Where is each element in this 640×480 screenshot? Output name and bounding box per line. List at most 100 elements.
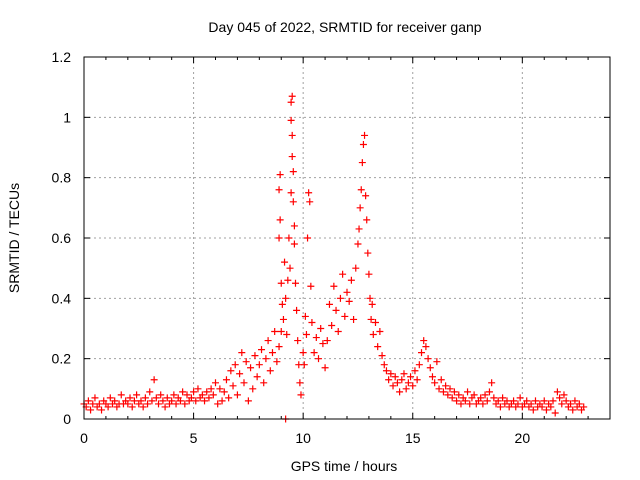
data-point — [494, 397, 502, 405]
data-point — [275, 234, 283, 242]
data-point — [325, 300, 333, 308]
data-point — [275, 186, 283, 194]
data-point — [420, 337, 428, 345]
data-point — [516, 394, 524, 402]
data-point — [278, 300, 286, 308]
data-point — [283, 331, 291, 339]
data-point — [339, 270, 347, 278]
data-point — [444, 391, 452, 399]
data-point — [231, 361, 239, 369]
data-point — [393, 379, 401, 387]
data-point — [150, 376, 158, 384]
data-point — [144, 400, 152, 408]
data-point — [255, 361, 263, 369]
data-point — [203, 388, 211, 396]
data-point — [194, 385, 202, 393]
data-point — [366, 294, 374, 302]
x-tick-label: 15 — [405, 430, 421, 446]
data-point — [205, 394, 213, 402]
data-point — [341, 312, 349, 320]
data-point — [490, 394, 498, 402]
y-axis-label: SRMTID / TECUs — [6, 183, 22, 293]
data-point — [296, 379, 304, 387]
y-tick-label: 0.4 — [52, 290, 72, 306]
data-point — [161, 403, 169, 411]
data-point — [453, 397, 461, 405]
data-point — [176, 397, 184, 405]
data-point — [428, 373, 436, 381]
data-point — [308, 318, 316, 326]
data-point — [276, 171, 284, 179]
data-point — [553, 388, 561, 396]
data-point — [305, 189, 313, 197]
data-point — [290, 222, 298, 230]
data-point — [464, 388, 472, 396]
data-point — [106, 394, 114, 402]
data-point — [422, 343, 430, 351]
data-point — [251, 352, 259, 360]
data-point — [343, 288, 351, 296]
data-point — [411, 367, 419, 375]
data-point — [146, 388, 154, 396]
data-point — [409, 382, 417, 390]
data-point — [249, 385, 257, 393]
data-point — [328, 321, 336, 329]
data-point — [212, 379, 219, 387]
data-point — [499, 394, 507, 402]
data-point — [418, 349, 426, 357]
data-point — [207, 385, 215, 393]
data-point — [446, 385, 454, 393]
data-point — [307, 282, 315, 290]
data-point — [183, 391, 191, 399]
data-point — [359, 140, 367, 148]
data-point — [157, 391, 165, 399]
data-points — [80, 92, 588, 423]
x-axis-label: GPS time / hours — [291, 458, 398, 474]
data-point — [376, 328, 384, 336]
data-point — [170, 391, 178, 399]
data-point — [214, 400, 222, 408]
data-point — [137, 397, 145, 405]
data-point — [290, 240, 298, 248]
data-point — [126, 394, 134, 402]
data-point — [355, 225, 363, 233]
data-point — [527, 400, 535, 408]
data-point — [413, 376, 421, 384]
data-point — [89, 400, 97, 408]
data-point — [253, 373, 261, 381]
data-point — [479, 400, 487, 408]
data-point — [466, 400, 474, 408]
data-point — [244, 397, 252, 405]
data-point — [299, 349, 307, 357]
data-point — [455, 391, 463, 399]
data-point — [168, 397, 176, 405]
data-point — [302, 331, 310, 339]
data-point — [345, 297, 353, 305]
data-point — [556, 394, 564, 402]
data-point — [233, 391, 241, 399]
data-point — [273, 358, 281, 366]
data-point — [220, 388, 228, 396]
data-point — [117, 391, 125, 399]
data-point — [531, 397, 539, 405]
data-point — [317, 325, 325, 332]
data-point — [287, 189, 295, 197]
data-point — [391, 373, 399, 381]
data-point — [287, 116, 295, 124]
data-point — [297, 391, 305, 399]
data-point — [288, 131, 296, 139]
data-point — [374, 343, 382, 351]
data-point — [130, 397, 138, 405]
data-point — [282, 294, 290, 302]
data-point — [336, 294, 344, 302]
data-point — [288, 153, 296, 161]
x-tick-label: 20 — [515, 430, 531, 446]
plot-frame — [83, 56, 611, 420]
data-point — [523, 397, 531, 405]
data-point — [260, 379, 268, 387]
data-point — [347, 276, 355, 284]
data-point — [236, 370, 244, 378]
data-point — [457, 400, 465, 408]
data-point — [281, 258, 289, 266]
